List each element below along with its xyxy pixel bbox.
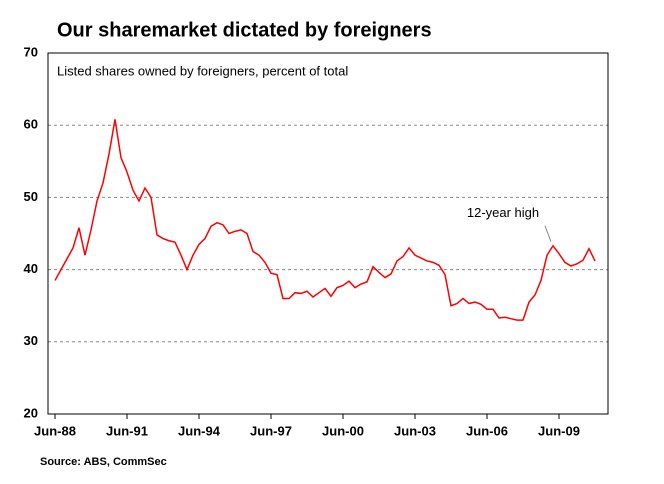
x-tick-label: Jun-09 bbox=[538, 423, 580, 438]
annotation: 12-year high bbox=[467, 205, 539, 220]
x-tick-label: Jun-00 bbox=[322, 423, 364, 438]
plot-border bbox=[47, 52, 609, 415]
source: Source: ABS, CommSec bbox=[40, 456, 167, 468]
x-tick-label: Jun-97 bbox=[250, 423, 292, 438]
x-tick-label: Jun-94 bbox=[178, 423, 221, 438]
y-tick-label: 20 bbox=[24, 405, 38, 420]
x-tick-label: Jun-91 bbox=[106, 423, 148, 438]
x-tick-label: Jun-03 bbox=[394, 423, 436, 438]
y-tick-label: 70 bbox=[24, 44, 38, 59]
y-tick-label: 60 bbox=[24, 117, 38, 132]
y-tick-label: 50 bbox=[24, 189, 38, 204]
x-tick-label: Jun-06 bbox=[466, 423, 508, 438]
annotation-leader bbox=[544, 225, 552, 242]
y-tick-label: 30 bbox=[24, 333, 38, 348]
x-tick-label: Jun-88 bbox=[34, 423, 76, 438]
y-tick-label: 40 bbox=[24, 261, 38, 276]
line-series bbox=[54, 119, 596, 321]
chart-subtitle: Listed shares owned by foreigners, perce… bbox=[57, 63, 348, 78]
chart-title: Our sharemarket dictated by foreigners bbox=[57, 19, 432, 41]
